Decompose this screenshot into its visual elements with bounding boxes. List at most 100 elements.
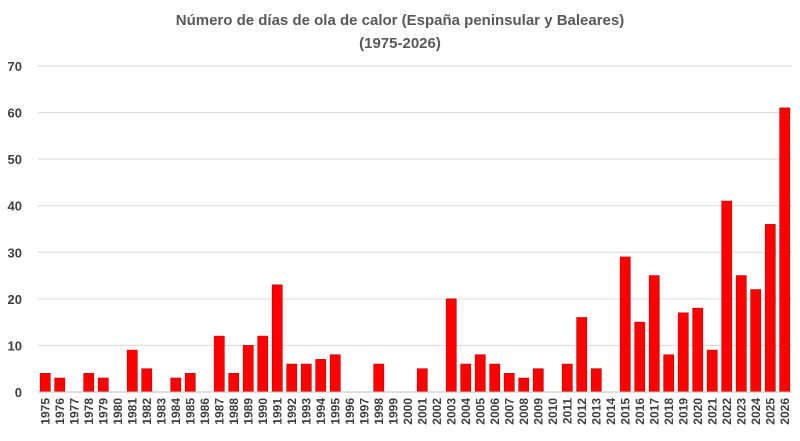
bar-1991 <box>271 284 283 393</box>
bar-2009 <box>532 368 544 393</box>
bar-1978 <box>83 373 95 393</box>
x-tick-label: 1991 <box>270 398 284 425</box>
x-tick-label: 1996 <box>343 398 357 425</box>
x-tick-label: 1982 <box>140 398 154 425</box>
x-tick-label: 2005 <box>473 398 487 425</box>
x-tick-label: 2010 <box>546 398 560 425</box>
y-tick-label: 30 <box>8 245 22 260</box>
x-tick-label: 2009 <box>531 398 545 425</box>
bar-2020 <box>692 307 704 393</box>
x-tick-label: 1997 <box>357 398 371 425</box>
bar-1998 <box>373 363 385 393</box>
x-tick-label: 1976 <box>53 398 67 425</box>
bar-1979 <box>97 377 109 393</box>
x-tick-label: 1999 <box>386 398 400 425</box>
bar-2017 <box>648 275 660 393</box>
x-tick-label: 1978 <box>82 398 96 425</box>
x-tick-label: 2025 <box>763 398 777 425</box>
chart-subtitle: (1975-2026) <box>359 35 441 52</box>
bar-1984 <box>170 377 182 393</box>
x-tick-label: 1979 <box>96 398 110 425</box>
bar-2007 <box>503 373 515 393</box>
bar-1987 <box>213 335 225 393</box>
bar-2008 <box>518 377 530 393</box>
x-tick-label: 1981 <box>125 398 139 425</box>
x-tick-label: 2014 <box>604 398 618 425</box>
bar-1994 <box>315 359 327 393</box>
x-tick-label: 2011 <box>560 398 574 424</box>
x-tick-label: 2008 <box>517 398 531 425</box>
y-tick-label: 50 <box>8 152 22 167</box>
y-tick-label: 10 <box>8 338 22 353</box>
x-tick-label: 2003 <box>444 398 458 425</box>
y-tick-label: 0 <box>15 385 22 400</box>
gridlines <box>38 65 792 346</box>
x-tick-label: 1983 <box>154 398 168 425</box>
bar-2011 <box>561 363 573 393</box>
x-tick-label: 2012 <box>575 398 589 425</box>
x-tick-label: 1985 <box>183 398 197 425</box>
y-tick-label: 60 <box>8 106 22 121</box>
x-tick-label: 1990 <box>256 398 270 425</box>
x-tick-label: 2018 <box>662 398 676 425</box>
bar-2023 <box>735 275 747 393</box>
x-tick-label: 1977 <box>67 398 81 425</box>
x-tick-label: 1986 <box>198 398 212 425</box>
bar-2019 <box>677 312 689 393</box>
bar-2005 <box>474 354 486 393</box>
bar-2024 <box>750 289 762 393</box>
x-tick-label: 1980 <box>111 398 125 425</box>
bar-2022 <box>721 200 733 393</box>
bar-1981 <box>126 349 138 393</box>
x-tick-label: 2001 <box>415 398 429 425</box>
x-tick-label: 2006 <box>488 398 502 425</box>
bars <box>39 107 791 393</box>
x-tick-label: 2000 <box>401 398 415 425</box>
x-tick-label: 1989 <box>241 398 255 425</box>
x-tick-label: 1993 <box>299 398 313 425</box>
y-axis: 0 10 20 30 40 50 60 70 <box>8 59 22 400</box>
bar-2015 <box>619 256 631 393</box>
bar-2026 <box>779 107 791 393</box>
bar-2021 <box>706 349 718 393</box>
y-tick-label: 40 <box>8 199 22 214</box>
x-tick-label: 2013 <box>589 398 603 425</box>
x-axis: 1975 1976 1977 1978 1979 1980 1981 1982 1983 1984… <box>38 398 792 425</box>
x-tick-label: 1975 <box>38 398 52 425</box>
x-tick-label: 1988 <box>227 398 241 425</box>
bar-1993 <box>300 363 312 393</box>
x-tick-label: 1992 <box>285 398 299 425</box>
x-tick-label: 2017 <box>647 398 661 425</box>
bar-1990 <box>257 335 269 393</box>
x-tick-label: 1998 <box>372 398 386 425</box>
x-tick-label: 2026 <box>778 398 792 425</box>
x-tick-label: 2007 <box>502 398 516 425</box>
x-tick-label: 2004 <box>459 398 473 425</box>
y-tick-label: 70 <box>8 59 22 74</box>
bar-2006 <box>489 363 501 393</box>
bar-1975 <box>39 373 51 393</box>
bar-1989 <box>242 345 254 393</box>
x-tick-label: 2022 <box>720 398 734 425</box>
bar-2018 <box>663 354 675 393</box>
x-tick-label: 1994 <box>314 398 328 425</box>
x-tick-label: 1995 <box>328 398 342 425</box>
bar-1976 <box>54 377 66 393</box>
bar-1988 <box>228 373 240 393</box>
x-tick-label: 2024 <box>749 398 763 425</box>
x-tick-label: 1984 <box>169 398 183 425</box>
chart-title: Número de días de ola de calor (España p… <box>176 12 625 29</box>
bar-1992 <box>286 363 298 393</box>
bar-2012 <box>576 317 588 393</box>
x-tick-label: 2021 <box>705 398 719 425</box>
bar-2013 <box>590 368 602 393</box>
x-tick-label: 2020 <box>691 398 705 425</box>
bar-1995 <box>329 354 341 393</box>
x-tick-label: 2023 <box>734 398 748 425</box>
bar-2003 <box>445 298 457 393</box>
x-tick-label: 2019 <box>676 398 690 425</box>
x-tick-label: 1987 <box>212 398 226 425</box>
bar-1985 <box>184 373 196 393</box>
bar-2001 <box>416 368 428 393</box>
